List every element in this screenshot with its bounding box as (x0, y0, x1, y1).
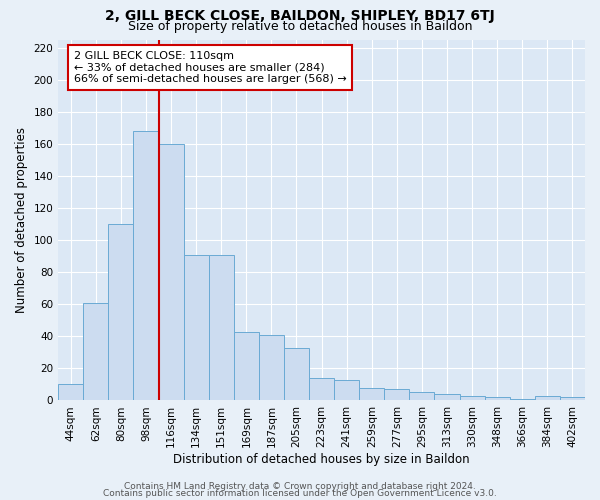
Bar (535, 396, 560, 400)
Bar (209, 254, 234, 400)
Bar (284, 348, 309, 401)
Bar (234, 332, 259, 400)
Bar (184, 254, 209, 400)
Y-axis label: Number of detached properties: Number of detached properties (15, 127, 28, 313)
Bar (309, 378, 334, 400)
X-axis label: Distribution of detached houses by size in Baildon: Distribution of detached houses by size … (173, 453, 470, 466)
Bar (359, 388, 385, 400)
Bar (83, 302, 109, 400)
Bar (510, 399, 535, 400)
Bar (485, 398, 510, 400)
Text: 2 GILL BECK CLOSE: 110sqm
← 33% of detached houses are smaller (284)
66% of semi: 2 GILL BECK CLOSE: 110sqm ← 33% of detac… (74, 51, 347, 84)
Bar (109, 224, 133, 400)
Text: Contains HM Land Registry data © Crown copyright and database right 2024.: Contains HM Land Registry data © Crown c… (124, 482, 476, 491)
Bar (434, 394, 460, 400)
Bar (385, 389, 409, 400)
Bar (133, 132, 158, 400)
Bar (460, 396, 485, 400)
Text: Size of property relative to detached houses in Baildon: Size of property relative to detached ho… (128, 20, 472, 33)
Bar (334, 380, 359, 400)
Bar (409, 392, 434, 400)
Text: Contains public sector information licensed under the Open Government Licence v3: Contains public sector information licen… (103, 489, 497, 498)
Text: 2, GILL BECK CLOSE, BAILDON, SHIPLEY, BD17 6TJ: 2, GILL BECK CLOSE, BAILDON, SHIPLEY, BD… (105, 9, 495, 23)
Bar (560, 398, 585, 400)
Bar (158, 144, 184, 401)
Bar (58, 384, 83, 400)
Bar (259, 335, 284, 400)
